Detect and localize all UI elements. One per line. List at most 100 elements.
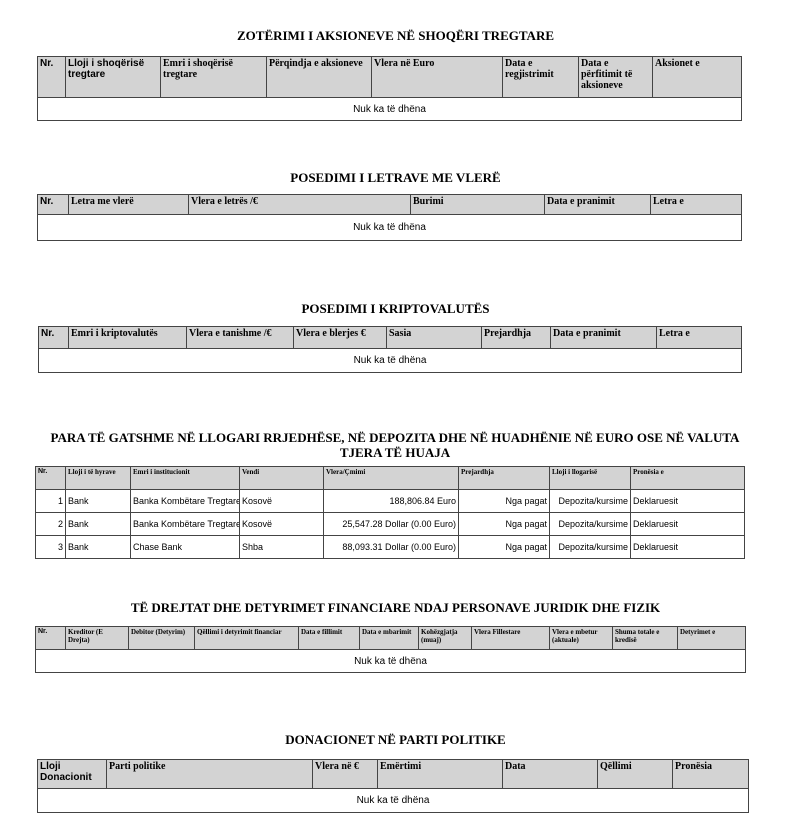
column-header: Qëllimi i detyrimit financiar — [194, 626, 299, 650]
table-cell: Depozita/kursime — [549, 512, 631, 536]
empty-row: Nuk ka të dhëna — [37, 214, 742, 241]
column-header: Sasia — [386, 326, 482, 349]
table-aksione: Nr. Lloji i shoqërisë tregtare Emri i shoq… — [37, 56, 742, 121]
empty-row: Nuk ka të dhëna — [37, 97, 742, 121]
section-title-aksione: ZOTËRIMI I AKSIONEVE NË SHOQËRI TREGTARE — [236, 28, 554, 43]
column-header: Shuma totale e kredisë — [612, 626, 678, 650]
table-cell: 188,806.84 Euro — [323, 489, 459, 513]
section-title-letra: POSEDIMI I LETRAVE ME VLERË — [290, 170, 501, 185]
column-header: Burimi — [410, 194, 545, 215]
column-header: Parti politike — [106, 759, 313, 789]
column-header: Data — [502, 759, 598, 789]
table-cell: Shba — [239, 535, 324, 559]
column-header: Nr. — [35, 626, 66, 650]
empty-row: Nuk ka të dhëna — [38, 348, 742, 373]
column-header: Vlera Fillestare — [471, 626, 550, 650]
column-header: Vlera e letrës /€ — [188, 194, 411, 215]
table-cell: 2 — [35, 512, 66, 536]
table-cell: Depozita/kursime — [549, 535, 631, 559]
column-header: Lloji i llogarisë — [549, 466, 631, 490]
table-para: Nr. Lloji i të hyrave Emri i institucionit… — [35, 466, 745, 559]
empty-message: Nuk ka të dhëna — [38, 348, 742, 373]
header-row: Nr. Kreditor (E Drejta) Debitor (Detyrim) Q… — [35, 626, 746, 650]
column-header: Përqindja e aksioneve — [266, 56, 372, 98]
column-header: Lloji i shoqërisë tregtare — [65, 56, 161, 98]
table-cell: 1 — [35, 489, 66, 513]
column-header: Emri i institucionit — [130, 466, 240, 490]
table-cell: Deklaruesit — [630, 489, 745, 513]
empty-row: Nuk ka të dhëna — [37, 788, 749, 813]
section-title-detyrime: TË DREJTAT DHE DETYRIMET FINANCIARE NDAJ… — [130, 600, 661, 615]
column-header: Pronësia — [672, 759, 749, 789]
empty-row: Nuk ka të dhëna — [35, 649, 746, 673]
header-row: Lloji Donacionit Parti politike Vlera në €… — [37, 759, 749, 789]
column-header: Data e pranimit — [544, 194, 651, 215]
section-title-kripto: POSEDIMI I KRIPTOVALUTËS — [301, 301, 490, 316]
column-header: Vlera e tanishme /€ — [186, 326, 294, 349]
column-header: Kohëzgjatja (muaj) — [418, 626, 472, 650]
table-cell: Bank — [65, 535, 131, 559]
column-header: Vlera në Euro — [371, 56, 503, 98]
table-cell: Nga pagat — [458, 512, 550, 536]
column-header: Prejardhja — [458, 466, 550, 490]
table-cell: 25,547.28 Dollar (0.00 Euro) — [323, 512, 459, 536]
header-row: Nr. Emri i kriptovalutës Vlera e tanishme … — [38, 326, 742, 349]
column-header: Vendi — [239, 466, 324, 490]
column-header: Data e përfitimit të aksioneve — [578, 56, 653, 98]
column-header: Emri i shoqërisë tregtare — [160, 56, 267, 98]
table-detyrime: Nr. Kreditor (E Drejta) Debitor (Detyrim) Q… — [35, 626, 746, 673]
column-header: Debitor (Detyrim) — [128, 626, 195, 650]
empty-message: Nuk ka të dhëna — [35, 649, 746, 673]
column-header: Detyrimet e — [677, 626, 746, 650]
header-row: Nr. Lloji i të hyrave Emri i institucionit… — [35, 466, 745, 490]
table-cell: Nga pagat — [458, 489, 550, 513]
table-cell: Kosovë — [239, 512, 324, 536]
table-cell: Bank — [65, 512, 131, 536]
column-header: Lloji Donacionit — [37, 759, 107, 789]
table-cell: 88,093.31 Dollar (0.00 Euro) — [323, 535, 459, 559]
table-cell: Deklaruesit — [630, 535, 745, 559]
table-cell: Chase Bank — [130, 535, 240, 559]
empty-message: Nuk ka të dhëna — [37, 214, 742, 241]
section-title-para: PARA TË GATSHME NË LLOGARI RRJEDHËSE, NË… — [50, 430, 740, 460]
column-header: Aksionet e — [652, 56, 742, 98]
column-header: Data e fillimit — [298, 626, 360, 650]
table-cell: Nga pagat — [458, 535, 550, 559]
column-header: Letra me vlerë — [68, 194, 189, 215]
table-cell: Kosovë — [239, 489, 324, 513]
column-header: Kreditor (E Drejta) — [65, 626, 129, 650]
column-header: Vlera/Çmimi — [323, 466, 459, 490]
column-header: Data e mbarimit — [359, 626, 419, 650]
empty-message: Nuk ka të dhëna — [37, 97, 742, 121]
section-title-donacione: DONACIONET NË PARTI POLITIKE — [285, 732, 506, 747]
table-letra: Nr. Letra me vlerë Vlera e letrës /€ Burimi… — [37, 194, 742, 241]
table-cell: Banka Kombëtare Tregtare — [130, 489, 240, 513]
column-header: Data e pranimit — [550, 326, 657, 349]
table-cell: Depozita/kursime — [549, 489, 631, 513]
table-row: 1 Bank Banka Kombëtare Tregtare Kosovë 188,8… — [35, 489, 745, 513]
column-header: Prejardhja — [481, 326, 551, 349]
header-row: Nr. Letra me vlerë Vlera e letrës /€ Burimi… — [37, 194, 742, 215]
column-header: Nr. — [37, 194, 69, 215]
column-header: Letra e — [656, 326, 742, 349]
column-header: Vlera e mbetur (aktuale) — [549, 626, 613, 650]
table-row: 2 Bank Banka Kombëtare Tregtare Kosovë 25,54… — [35, 512, 745, 536]
column-header: Qëllimi — [597, 759, 673, 789]
column-header: Nr. — [35, 466, 66, 490]
column-header: Emërtimi — [377, 759, 503, 789]
table-donacione: Lloji Donacionit Parti politike Vlera në €… — [37, 759, 749, 813]
table-kripto: Nr. Emri i kriptovalutës Vlera e tanishme … — [38, 326, 742, 373]
table-cell: Deklaruesit — [630, 512, 745, 536]
column-header: Letra e — [650, 194, 742, 215]
column-header: Emri i kriptovalutës — [68, 326, 187, 349]
column-header: Vlera e blerjes € — [293, 326, 387, 349]
table-cell: 3 — [35, 535, 66, 559]
table-cell: Bank — [65, 489, 131, 513]
column-header: Pronësia e — [630, 466, 745, 490]
header-row: Nr. Lloji i shoqërisë tregtare Emri i shoq… — [37, 56, 742, 98]
column-header: Nr. — [37, 56, 66, 98]
table-cell: Banka Kombëtare Tregtare — [130, 512, 240, 536]
table-row: 3 Bank Chase Bank Shba 88,093.31 Dollar (0.0… — [35, 535, 745, 559]
column-header: Vlera në € — [312, 759, 378, 789]
column-header: Lloji i të hyrave — [65, 466, 131, 490]
